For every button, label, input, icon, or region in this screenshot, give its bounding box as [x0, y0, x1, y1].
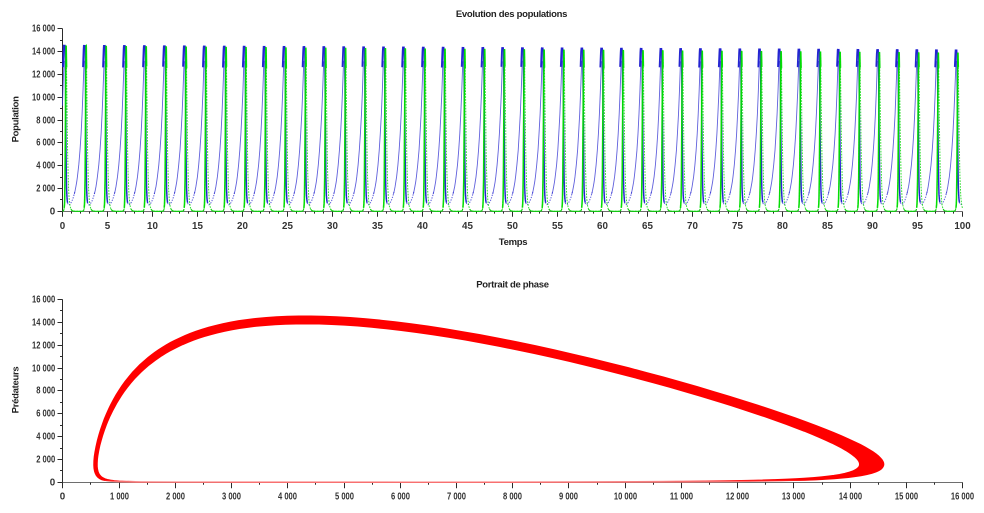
svg-text:Population: Population: [11, 96, 22, 143]
svg-text:Evolution des populations: Evolution des populations: [456, 9, 567, 20]
svg-text:8 000: 8 000: [503, 491, 522, 502]
svg-text:30: 30: [327, 221, 338, 232]
svg-text:14 000: 14 000: [32, 47, 56, 58]
svg-text:12 000: 12 000: [726, 491, 750, 502]
svg-text:7 000: 7 000: [447, 491, 466, 502]
svg-text:0: 0: [50, 207, 56, 218]
svg-text:6 000: 6 000: [391, 491, 410, 502]
svg-text:Prédateurs: Prédateurs: [11, 367, 22, 414]
svg-text:3 000: 3 000: [222, 491, 241, 502]
svg-text:75: 75: [732, 221, 743, 232]
svg-text:11 000: 11 000: [670, 491, 694, 502]
svg-text:55: 55: [552, 221, 563, 232]
svg-text:95: 95: [912, 221, 923, 232]
svg-text:35: 35: [372, 221, 383, 232]
svg-text:85: 85: [822, 221, 833, 232]
svg-text:Portrait de phase: Portrait de phase: [476, 280, 549, 291]
svg-text:10 000: 10 000: [32, 93, 56, 104]
svg-text:10 000: 10 000: [32, 364, 56, 375]
svg-text:80: 80: [777, 221, 788, 232]
svg-text:16 000: 16 000: [32, 24, 56, 35]
svg-text:65: 65: [642, 221, 653, 232]
svg-text:8 000: 8 000: [36, 386, 55, 397]
svg-text:4 000: 4 000: [278, 491, 297, 502]
svg-text:14 000: 14 000: [839, 491, 863, 502]
svg-text:12 000: 12 000: [32, 70, 56, 81]
svg-text:20: 20: [237, 221, 248, 232]
svg-text:16 000: 16 000: [951, 491, 975, 502]
svg-text:4 000: 4 000: [36, 432, 55, 443]
svg-text:2 000: 2 000: [36, 184, 55, 195]
svg-text:9 000: 9 000: [559, 491, 578, 502]
svg-text:13 000: 13 000: [782, 491, 806, 502]
svg-text:2 000: 2 000: [36, 455, 55, 466]
svg-text:70: 70: [687, 221, 698, 232]
svg-text:45: 45: [462, 221, 473, 232]
svg-text:5 000: 5 000: [335, 491, 354, 502]
svg-text:25: 25: [282, 221, 293, 232]
svg-text:50: 50: [507, 221, 518, 232]
svg-text:8 000: 8 000: [36, 116, 55, 127]
svg-text:16 000: 16 000: [32, 295, 56, 306]
svg-text:6 000: 6 000: [36, 409, 55, 420]
svg-text:Temps: Temps: [499, 237, 527, 248]
svg-text:12 000: 12 000: [32, 341, 56, 352]
svg-text:0: 0: [50, 478, 56, 489]
svg-text:10 000: 10 000: [614, 491, 638, 502]
svg-text:5: 5: [105, 221, 111, 232]
svg-text:14 000: 14 000: [32, 318, 56, 329]
svg-text:4 000: 4 000: [36, 161, 55, 172]
svg-text:6 000: 6 000: [36, 138, 55, 149]
svg-text:60: 60: [597, 221, 608, 232]
svg-text:100: 100: [954, 221, 971, 232]
svg-text:15: 15: [192, 221, 203, 232]
svg-text:1 000: 1 000: [110, 491, 129, 502]
svg-text:15 000: 15 000: [895, 491, 919, 502]
svg-text:2 000: 2 000: [166, 491, 185, 502]
svg-text:0: 0: [60, 221, 66, 232]
svg-text:90: 90: [867, 221, 878, 232]
svg-text:40: 40: [417, 221, 428, 232]
svg-text:10: 10: [147, 221, 158, 232]
svg-text:0: 0: [60, 491, 66, 502]
